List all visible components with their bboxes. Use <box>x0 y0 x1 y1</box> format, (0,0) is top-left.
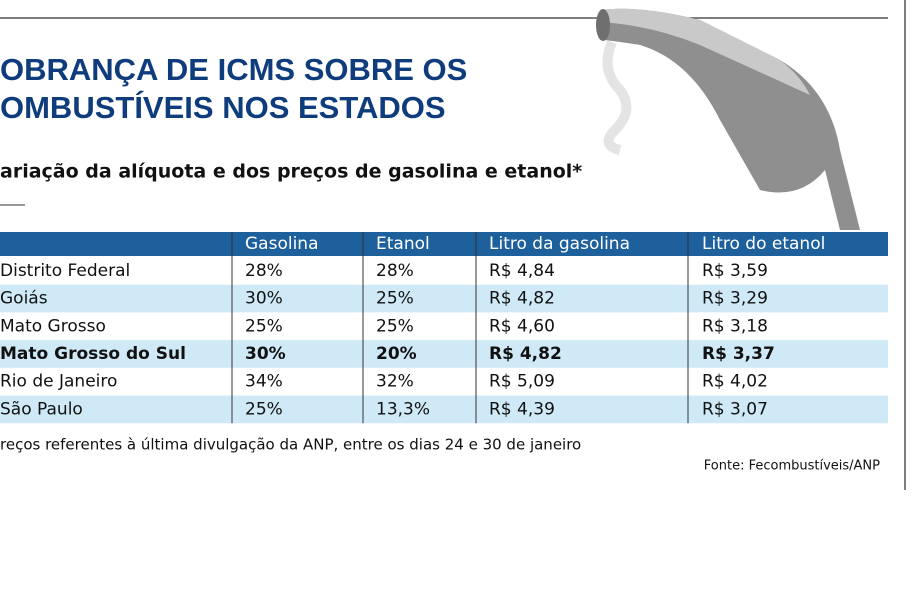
table-cell: R$ 3,37 <box>702 344 775 364</box>
column-header: Etanol <box>376 234 430 254</box>
row-band <box>0 284 888 313</box>
table-cell: R$ 5,09 <box>489 372 555 392</box>
table-cell: Mato Grosso do Sul <box>0 344 186 364</box>
table-cell: 32% <box>376 372 414 392</box>
table-cell: R$ 3,07 <box>702 399 768 419</box>
row-band <box>0 340 888 368</box>
column-header: Litro do etanol <box>702 234 825 254</box>
table-header-bar <box>0 232 888 256</box>
subtitle: ariação da alíquota e dos preços de gaso… <box>0 161 582 183</box>
column-header: Litro da gasolina <box>489 234 630 254</box>
table-cell: R$ 4,39 <box>489 399 555 419</box>
row-band <box>0 395 888 424</box>
table-cell: 30% <box>245 289 283 309</box>
source: Fonte: Fecombustíveis/ANP <box>704 459 880 474</box>
table-cell: 20% <box>376 344 417 364</box>
table-cell: 25% <box>245 399 283 419</box>
table-cell: 28% <box>245 261 283 281</box>
table-cell: 28% <box>376 261 414 281</box>
fuel-nozzle <box>596 8 860 230</box>
table-cell: Rio de Janeiro <box>0 372 117 392</box>
footnote: reços referentes à última divulgação da … <box>0 436 581 454</box>
table-cell: São Paulo <box>0 399 83 419</box>
table-cell: R$ 3,18 <box>702 316 768 336</box>
table-cell: 13,3% <box>376 399 430 419</box>
title-line: OBRANÇA DE ICMS SOBRE OS <box>0 52 467 87</box>
table-cell: 25% <box>376 289 414 309</box>
table-cell: R$ 4,02 <box>702 372 768 392</box>
table-cell: 25% <box>245 316 283 336</box>
table-cell: R$ 4,82 <box>489 289 555 309</box>
column-header: Gasolina <box>245 234 319 254</box>
table-cell: 25% <box>376 316 414 336</box>
title-line: OMBUSTÍVEIS NOS ESTADOS <box>0 90 446 125</box>
table-cell: R$ 4,82 <box>489 344 562 364</box>
table: Gasolina Etanol Litro da gasolina Litro do … <box>0 232 888 424</box>
table-cell: Mato Grosso <box>0 316 106 336</box>
table-cell: R$ 4,60 <box>489 316 555 336</box>
table-cell: R$ 3,59 <box>702 261 768 281</box>
table-cell: R$ 4,84 <box>489 261 555 281</box>
table-cell: 30% <box>245 344 286 364</box>
table-cell: Distrito Federal <box>0 261 130 281</box>
table-cell: 34% <box>245 372 283 392</box>
table-cell: Goiás <box>0 289 48 309</box>
table-cell: R$ 3,29 <box>702 289 768 309</box>
